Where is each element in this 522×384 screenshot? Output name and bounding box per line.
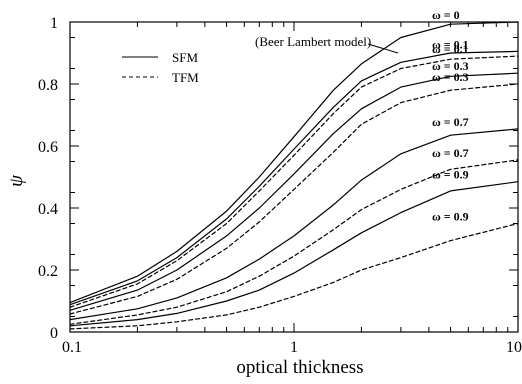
series-line-5: [69, 128, 519, 321]
ticks-group: [69, 21, 519, 333]
curve-label-6: ω = 0.7: [432, 146, 469, 160]
x-tick-label: 10: [506, 339, 522, 356]
series-line-7: [69, 181, 519, 327]
annotation-pointer: [367, 43, 399, 54]
y-tick-label: 0.8: [38, 77, 58, 94]
legend-label-tfm: TFM: [172, 70, 199, 85]
labels-group: 0 0.2 0.4 0.6 0.8 1 0.1 1 10 ω = 0 ω = 0.1ω = 0.1 ω…: [38, 8, 522, 356]
series-line-8: [69, 222, 519, 330]
series-line-3: [69, 72, 519, 311]
series-group: [69, 21, 519, 330]
legend: SFM TFM: [122, 50, 199, 85]
y-tick-label: 1: [50, 15, 58, 32]
y-tick-label: 0.2: [38, 263, 58, 280]
x-axis-title: optical thickness: [236, 357, 363, 378]
series-line-6: [69, 159, 519, 325]
x-tick-label: 0.1: [62, 339, 82, 356]
curve-label-5: ω = 0.7: [432, 115, 469, 129]
beer-lambert-annotation: (Beer Lambert model): [255, 34, 399, 54]
y-tick-label: 0.4: [38, 201, 58, 218]
curve-label-4: ω = 0.3: [432, 70, 469, 84]
x-tick-label: 1: [290, 339, 298, 356]
series-line-2: [69, 55, 519, 308]
curve-label-3: ω = 0.3: [432, 59, 469, 73]
y-axis-title: ψ: [6, 174, 27, 187]
curve-label-8: ω = 0.9: [432, 210, 469, 224]
curve-label-0: ω = 0: [432, 8, 460, 22]
y-tick-label: 0: [50, 325, 58, 342]
series-line-0: [69, 21, 519, 304]
curve-label-7: ω = 0.9: [432, 168, 469, 182]
annotation-text: (Beer Lambert model): [255, 34, 371, 49]
legend-label-sfm: SFM: [172, 50, 198, 65]
y-tick-label: 0.6: [38, 139, 58, 156]
series-line-1: [69, 50, 519, 306]
curve-label-2: ω = 0.1: [432, 42, 469, 56]
curve-label-1: ω = 0.1: [432, 37, 469, 51]
series-line-4: [69, 83, 519, 315]
